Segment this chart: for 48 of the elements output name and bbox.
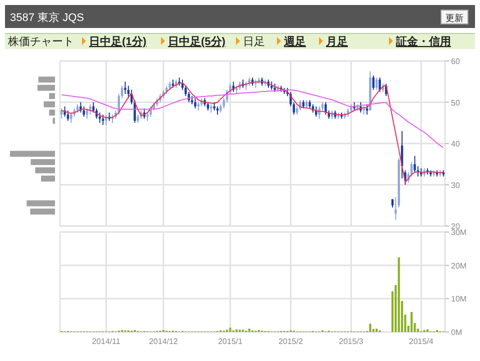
bar [229, 328, 232, 332]
candlestick [375, 77, 378, 90]
y-tick-label: 20M [451, 261, 467, 270]
y-tick-label: 0M [451, 328, 462, 337]
bar [236, 329, 238, 332]
text: 週足 [283, 35, 306, 48]
text: 更新 [446, 13, 464, 23]
text: 日中足(1分) [89, 35, 147, 48]
y-tick-label: 60 [451, 57, 460, 66]
x-tick-label: 2015/4 [408, 337, 434, 346]
text: 株価チャート [7, 35, 74, 48]
text: 日足 [243, 36, 265, 48]
y-tick-label: 50 [451, 98, 460, 108]
candlestick [66, 110, 70, 122]
candlestick [414, 155, 416, 173]
x-tick-label: 2015/3 [338, 337, 364, 346]
y-tick-label: 10M [451, 294, 467, 304]
y-tick-label: 20 [451, 222, 460, 231]
candlestick [318, 106, 320, 120]
text: 月足 [325, 36, 348, 48]
y-tick-label: 30 [451, 180, 460, 190]
x-tick-label: 2015/1 [218, 337, 244, 346]
chart-title: 3587 東京 JQS [10, 11, 84, 24]
candlestick [124, 81, 126, 94]
text: 証金・信用 [395, 35, 451, 48]
candlestick [372, 74, 375, 90]
candlestick [70, 112, 72, 124]
text: 日中足(5分) [168, 35, 226, 48]
bar [426, 329, 429, 332]
candlestick [324, 102, 327, 116]
candlestick [194, 98, 196, 109]
bar [248, 328, 250, 332]
bar [369, 324, 372, 332]
bar [376, 328, 378, 332]
line-series [61, 81, 444, 183]
candlestick [315, 106, 318, 118]
candlestick [89, 104, 92, 116]
y-tick-label: 30M [451, 228, 467, 237]
bar [410, 312, 413, 332]
x-tick-label: 2014/12 [148, 337, 178, 346]
candlestick [378, 77, 381, 92]
line-series [61, 89, 444, 148]
y-tick-label: 40 [451, 140, 460, 148]
x-tick-label: 2014/11 [92, 337, 121, 346]
bar [398, 257, 400, 332]
candlestick [98, 112, 101, 124]
candlestick [394, 196, 397, 220]
x-tick-label: 2015/2 [278, 337, 304, 346]
